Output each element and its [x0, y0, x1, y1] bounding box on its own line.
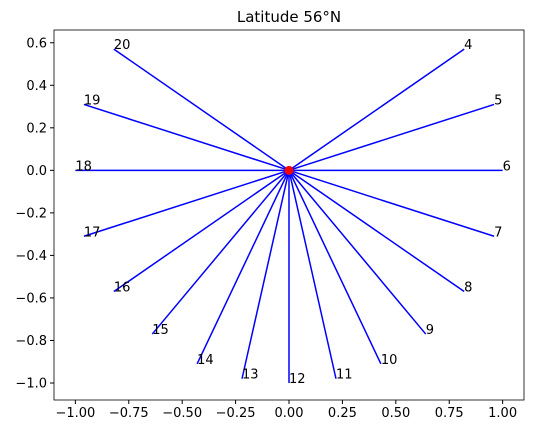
hour-label: 12: [289, 372, 306, 387]
hour-label: 10: [381, 353, 398, 368]
hour-label: 7: [494, 225, 502, 240]
chart-title: Latitude 56°N: [237, 8, 341, 26]
y-tick-label: −0.2: [15, 206, 47, 221]
x-tick-label: 0.50: [381, 406, 410, 421]
hour-line: [288, 170, 382, 365]
hour-line: [288, 48, 465, 171]
hour-label: 14: [197, 353, 214, 368]
y-tick-label: 0.4: [26, 79, 47, 94]
x-tick-label: 1.00: [488, 406, 517, 421]
hour-label: 9: [426, 323, 434, 338]
hour-label: 6: [503, 159, 511, 174]
hour-label: 4: [464, 38, 472, 53]
plot-frame: [53, 29, 525, 401]
x-tick-label: 0.00: [275, 406, 304, 421]
hour-line: [288, 170, 337, 379]
hour-label: 11: [336, 368, 353, 383]
hour-label: 17: [84, 225, 101, 240]
hour-line: [83, 103, 290, 172]
hour-label: 16: [114, 281, 131, 296]
hour-line: [113, 48, 290, 171]
hour-label: 5: [494, 93, 502, 108]
y-tick-label: 0.0: [26, 164, 47, 179]
hour-line: [83, 169, 290, 237]
hour-label: 13: [242, 368, 259, 383]
hour-line: [241, 170, 290, 379]
hour-label: 20: [114, 38, 131, 53]
x-tick-label: −1.00: [55, 406, 95, 421]
hour-line: [196, 170, 290, 365]
y-tick-label: −0.8: [15, 334, 47, 349]
x-tick-label: 0.25: [328, 406, 357, 421]
hour-label: 19: [84, 93, 101, 108]
center-point: [284, 165, 294, 175]
x-tick-label: −0.50: [162, 406, 202, 421]
hour-line: [288, 169, 427, 335]
hour-line: [288, 169, 495, 237]
hour-line: [151, 169, 290, 335]
hour-label: 15: [152, 323, 169, 338]
y-tick-label: −0.6: [15, 291, 47, 306]
hour-line: [288, 169, 465, 293]
x-tick-label: −0.75: [109, 406, 149, 421]
hour-line: [288, 103, 495, 172]
x-tick-label: 0.75: [435, 406, 464, 421]
y-tick-label: 0.2: [26, 121, 47, 136]
hour-label: 18: [75, 159, 92, 174]
y-tick-label: −0.4: [15, 249, 47, 264]
y-tick-label: −1.0: [15, 376, 47, 391]
hour-label: 8: [464, 281, 472, 296]
x-tick-label: −0.25: [216, 406, 256, 421]
hour-line: [113, 169, 290, 293]
y-tick-label: 0.6: [26, 36, 47, 51]
